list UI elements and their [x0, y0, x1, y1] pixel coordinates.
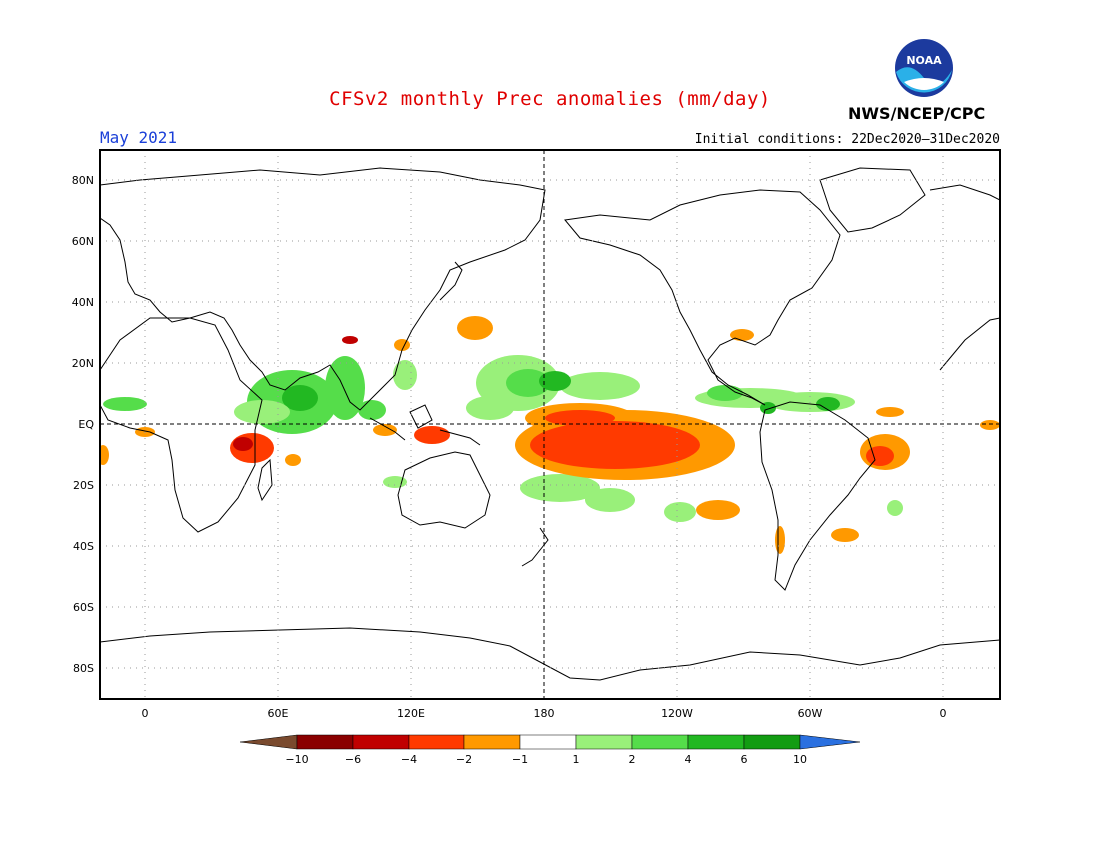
legend-tick-label: −6	[345, 753, 361, 766]
coastline-madagascar	[257, 458, 273, 502]
dry-anomaly-arabian	[342, 336, 358, 344]
color-legend: −10 −6 −4 −2 −1 1 2 4 6 10	[239, 734, 861, 766]
initial-conditions: Initial conditions: 22Dec2020–31Dec2020	[694, 132, 1000, 147]
lat-label: 20N	[72, 357, 94, 370]
longitude-labels: 0 60E 120E 180 120W 60W 0	[142, 707, 947, 720]
coastline-north-america	[564, 189, 841, 406]
coastline-africa-west-edge	[939, 317, 1000, 371]
forecast-month: May 2021	[100, 128, 178, 147]
coastline-greenland	[819, 167, 926, 233]
wet-anomaly-south-atlantic	[887, 500, 903, 516]
noaa-logo: NOAA	[894, 38, 954, 98]
noaa-logo-text: NOAA	[906, 54, 942, 67]
lat-label: EQ	[78, 418, 94, 431]
wet-anomaly-west-pacific-core	[506, 369, 550, 397]
lat-label: 40N	[72, 296, 94, 309]
wet-anomaly-philippines	[393, 360, 417, 390]
dry-anomaly-sumatra	[373, 424, 397, 436]
dry-anomaly-central-pacific-core	[545, 410, 615, 426]
coastline-japan	[439, 261, 463, 301]
legend-bin	[631, 734, 689, 750]
coastline-europe-east-edge	[929, 184, 1000, 201]
legend-tick-label: −2	[456, 753, 472, 766]
coastline-borneo-sumatra	[369, 404, 481, 446]
reference-lines	[100, 150, 1000, 699]
coastline-new-zealand	[521, 527, 549, 567]
coastline-australia	[397, 451, 491, 529]
dry-anomaly-atlantic-east	[100, 445, 109, 465]
wet-anomaly-south-pacific	[585, 488, 635, 512]
dry-anomaly-indian-ocean	[285, 454, 301, 466]
legend-bin	[519, 734, 577, 750]
wet-anomaly-south-pacific-far	[664, 502, 696, 522]
lon-label: 60E	[268, 707, 289, 720]
legend-bin	[687, 734, 745, 750]
wet-anomaly-west-pacific-east	[560, 372, 640, 400]
latitude-labels: 80N 60N 40N 20N EQ 20S 40S 60S 80S	[72, 174, 95, 675]
map-frame	[99, 149, 1001, 700]
dry-anomaly-east-africa-core	[233, 437, 253, 451]
noaa-logo-emblem: NOAA	[895, 39, 953, 97]
dry-anomaly-south-pacific-east	[831, 528, 859, 542]
legend-tick-label: −10	[285, 753, 308, 766]
lon-label: 60W	[798, 707, 823, 720]
lon-label: 120W	[661, 707, 693, 720]
legend-bin	[296, 734, 354, 750]
dry-anomaly-chile	[775, 526, 785, 554]
agency-label: NWS/NCEP/CPC	[848, 104, 986, 123]
lon-label: 0	[142, 707, 149, 720]
legend-tick-labels: −10 −6 −4 −2 −1 1 2 4 6 10	[285, 753, 807, 766]
legend-tick-label: 10	[793, 753, 807, 766]
wet-anomaly-central-america	[707, 385, 743, 401]
anomaly-fields	[100, 316, 1000, 554]
wet-anomaly-west-africa	[103, 397, 147, 411]
legend-bin	[408, 734, 465, 750]
legend-bin	[575, 734, 633, 750]
legend-tick-label: 4	[685, 753, 692, 766]
wet-anomaly-central-pacific-core	[539, 371, 571, 391]
coastline-africa	[100, 317, 263, 533]
wet-anomaly-caribbean-core	[816, 397, 840, 411]
coastline-eurasia	[100, 167, 546, 411]
legend-bin	[463, 734, 521, 750]
lat-label: 80S	[73, 662, 94, 675]
wet-anomaly-south-china-sea	[358, 400, 386, 420]
legend-tick-label: −1	[512, 753, 528, 766]
wet-anomaly-warm-pool	[466, 396, 514, 420]
dry-anomaly-south-pacific-band	[696, 500, 740, 520]
dry-anomaly-brazil-ne-core	[866, 446, 894, 466]
lat-label: 60S	[73, 601, 94, 614]
legend-bin	[352, 734, 410, 750]
lat-label: 20S	[73, 479, 94, 492]
lat-label: 80N	[72, 174, 94, 187]
wet-anomaly-australia-west	[383, 476, 407, 488]
legend-tick-label: −4	[401, 753, 417, 766]
dry-anomaly-atlantic-north	[876, 407, 904, 417]
wet-anomaly-west-indian-ocean	[234, 400, 290, 424]
dry-anomaly-nw-pacific	[457, 316, 493, 340]
legend-under-arrow	[239, 734, 298, 750]
coastline-south-america	[759, 401, 876, 591]
lon-label: 180	[534, 707, 555, 720]
legend-tick-label: 6	[741, 753, 748, 766]
lat-label: 40S	[73, 540, 94, 553]
lon-label: 0	[940, 707, 947, 720]
dry-anomaly-maritime-continent	[414, 426, 450, 444]
legend-bin	[743, 734, 801, 750]
dry-anomaly-central-pacific	[530, 421, 700, 469]
gridlines	[100, 150, 1000, 699]
coastline-antarctica	[100, 627, 1000, 681]
legend-tick-label: 2	[629, 753, 636, 766]
chart-title: CFSv2 monthly Prec anomalies (mm/day)	[329, 88, 771, 110]
legend-over-arrow	[799, 734, 861, 750]
wet-anomaly-spcz	[520, 474, 600, 502]
legend-tick-label: 1	[573, 753, 580, 766]
wet-anomaly-arabian-sea-core	[282, 385, 318, 411]
dry-anomaly-caribbean-east	[980, 420, 1000, 430]
lat-label: 60N	[72, 235, 94, 248]
lon-label: 120E	[397, 707, 425, 720]
